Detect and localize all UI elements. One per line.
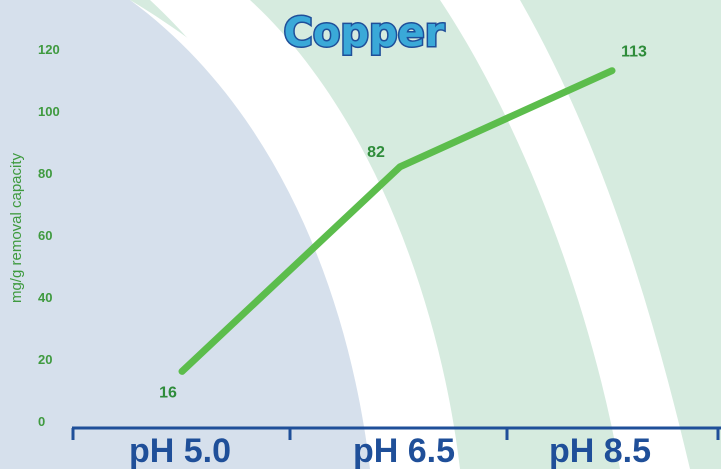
y-tick-label-0: 0: [38, 414, 45, 429]
series-line: [178, 67, 616, 375]
x-category-label-2: pH 8.5: [549, 432, 651, 469]
data-label-1: 82: [367, 144, 385, 161]
y-tick-label-80: 80: [38, 166, 52, 181]
y-tick-label-20: 20: [38, 352, 52, 367]
chart-title: Copper: [284, 10, 445, 56]
y-tick-label-120: 120: [38, 42, 60, 57]
x-category-label-1: pH 6.5: [353, 432, 455, 469]
band-white-stripe: [440, 0, 690, 469]
y-axis-label: mg/g removal capacity: [8, 152, 25, 303]
x-axis: [71, 426, 721, 440]
y-tick-label-60: 60: [38, 228, 52, 243]
data-label-2: 113: [621, 44, 647, 61]
y-tick-label-40: 40: [38, 290, 52, 305]
data-labels: 16 82 113: [159, 44, 647, 402]
x-category-labels: pH 5.0 pH 6.5 pH 8.5: [129, 432, 651, 469]
data-label-0: 16: [159, 384, 177, 401]
band-white-wide: [150, 0, 460, 469]
x-category-label-0: pH 5.0: [129, 432, 231, 469]
y-tick-label-100: 100: [38, 104, 60, 119]
band-blue: [0, 0, 370, 469]
y-tick-labels: 0 20 40 60 80 100 120: [38, 42, 60, 429]
